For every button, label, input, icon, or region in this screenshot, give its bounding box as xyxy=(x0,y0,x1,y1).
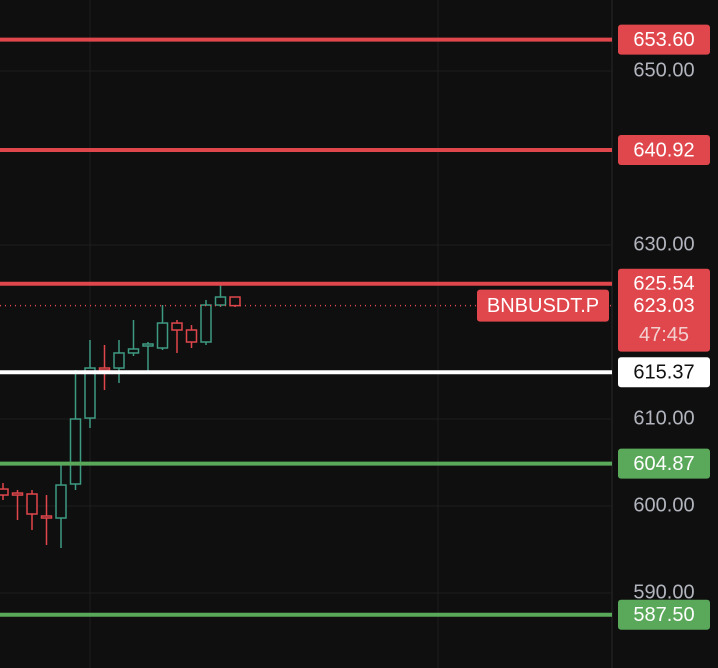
y-tick-label: 650.00 xyxy=(633,59,694,81)
y-tick-label: 590.00 xyxy=(633,581,694,603)
level-label: 604.87 xyxy=(633,453,694,475)
last-price-label: 623.03 xyxy=(633,295,694,317)
candle-body xyxy=(171,322,183,331)
symbol-box xyxy=(477,289,609,322)
level-label: 653.60 xyxy=(633,29,694,51)
candle-body xyxy=(156,322,169,349)
candle-body xyxy=(40,515,53,519)
candle-body xyxy=(26,493,38,515)
candle-body xyxy=(113,352,125,369)
level-label: 615.37 xyxy=(633,362,694,384)
y-tick-label: 610.00 xyxy=(633,407,694,429)
candle-body xyxy=(84,367,96,419)
level-label: 625.54 xyxy=(633,273,694,295)
countdown: 47:45 xyxy=(639,324,689,346)
candle-body xyxy=(214,296,227,306)
y-tick-label: 600.00 xyxy=(633,494,694,516)
level-label-box xyxy=(618,448,710,479)
candle-body xyxy=(69,418,82,485)
candle-body xyxy=(185,329,198,343)
level-label-box xyxy=(618,357,710,388)
candle-body xyxy=(98,367,111,371)
level-label: 587.50 xyxy=(633,604,694,626)
candle-body xyxy=(0,488,9,496)
level-label-box xyxy=(618,24,710,55)
level-label: 640.92 xyxy=(633,139,694,161)
symbol-label: BNBUSDT.P xyxy=(487,295,599,317)
candle-body xyxy=(11,492,24,496)
level-label-box xyxy=(618,599,710,630)
candle-body xyxy=(200,304,212,343)
y-tick-label: 630.00 xyxy=(633,233,694,255)
candle-body xyxy=(127,348,140,354)
last-price-box xyxy=(618,289,710,352)
level-label-box xyxy=(618,134,710,165)
candle-body xyxy=(142,343,154,347)
candle-body xyxy=(55,484,67,519)
candle-body xyxy=(229,296,241,307)
